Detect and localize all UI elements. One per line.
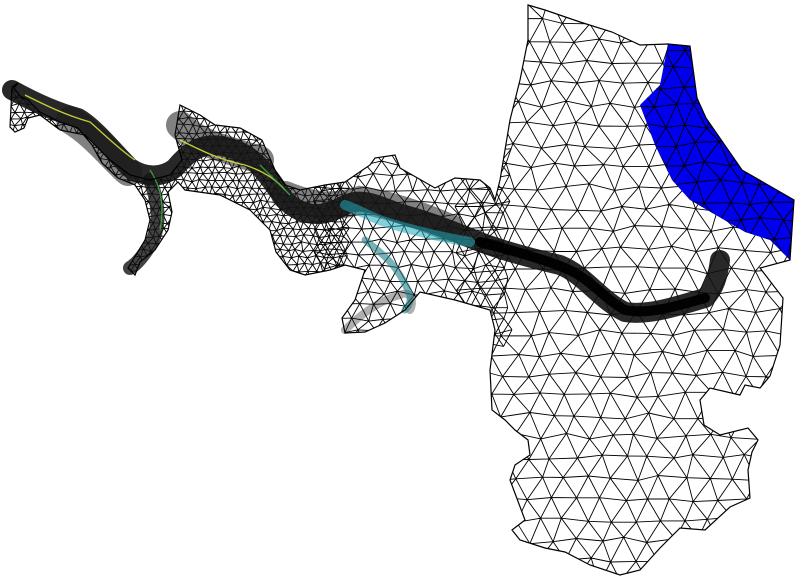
channel-band-halo	[56, 106, 464, 242]
channel-cyan-accent	[340, 200, 475, 247]
channel-center-line	[475, 237, 710, 317]
channel-green-accent	[149, 164, 291, 231]
domain-outline	[9, 4, 795, 576]
lower-arm-band	[123, 173, 165, 275]
